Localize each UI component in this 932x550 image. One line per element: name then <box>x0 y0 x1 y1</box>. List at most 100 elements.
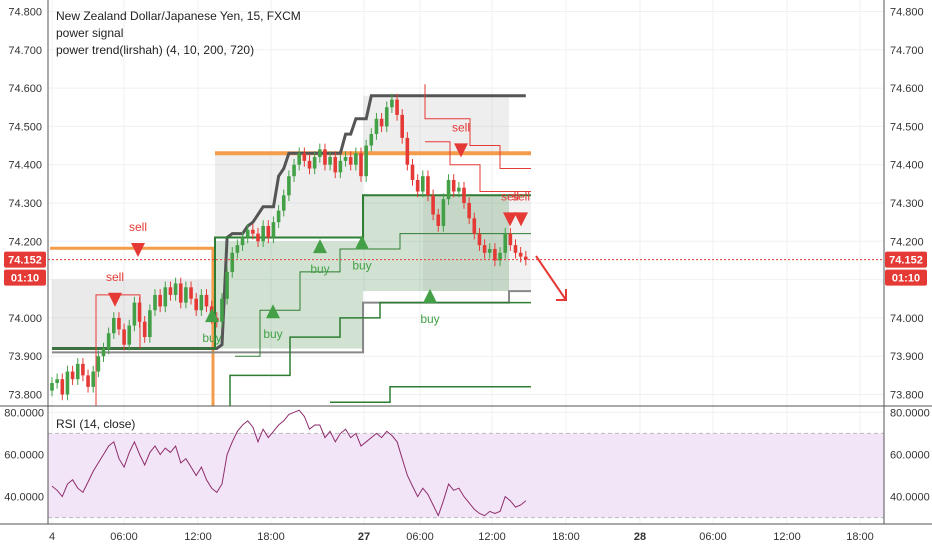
candle-body <box>271 222 276 238</box>
candle-body <box>122 329 126 345</box>
x-tick: 12:00 <box>773 531 801 543</box>
sell-marker <box>108 292 122 307</box>
x-tick: 12:00 <box>184 531 212 543</box>
candle-body <box>60 379 65 395</box>
candle-body <box>235 245 240 253</box>
candle-body <box>477 233 482 246</box>
zone-layer <box>48 95 884 519</box>
candle-body <box>251 229 255 234</box>
sell-label: sell <box>512 189 530 203</box>
candle-body <box>328 157 332 165</box>
candle-body <box>487 248 492 253</box>
candle-body <box>518 252 523 257</box>
support-step-1 <box>229 301 531 406</box>
candle-body <box>421 176 425 192</box>
buy-label: buy <box>263 327 282 341</box>
candle-body <box>431 195 435 215</box>
candle-body <box>467 203 471 219</box>
candle-body <box>117 317 121 330</box>
candle-body <box>307 160 312 169</box>
candle-body <box>297 153 301 165</box>
candle-body <box>199 294 204 311</box>
y-tick-right: 74.500 <box>890 121 924 133</box>
indicator-power-signal[interactable]: power signal <box>56 26 124 40</box>
y-tick-right: 73.800 <box>890 390 924 402</box>
candle-body <box>524 256 528 260</box>
x-tick: 06:00 <box>406 531 434 543</box>
x-tick: 28 <box>634 531 646 543</box>
rsi-line <box>51 409 527 517</box>
candle-body <box>513 245 518 253</box>
candle-body <box>261 225 265 242</box>
rsi-legend[interactable]: RSI (14, close) <box>56 417 136 431</box>
candle-body <box>225 271 229 299</box>
rsi-tick-left: 60.0000 <box>4 449 44 461</box>
sell-marker <box>454 143 468 158</box>
y-tick-right: 74.800 <box>890 6 924 18</box>
candle-body <box>276 210 281 223</box>
candle-body <box>178 283 183 303</box>
y-tick-left: 74.600 <box>8 83 42 95</box>
x-tick: 27 <box>358 531 370 543</box>
resistance-red-3 <box>425 141 531 192</box>
bull-zone-1 <box>215 241 363 349</box>
countdown-text-right: 01:10 <box>892 273 920 285</box>
candle-body <box>91 371 95 387</box>
sell-label: sell <box>452 120 470 134</box>
countdown-badge-left <box>4 269 46 286</box>
y-tick-left: 74.500 <box>8 121 42 133</box>
y-tick-left: 73.800 <box>8 390 42 402</box>
buy-marker <box>423 288 437 303</box>
symbol-title[interactable]: New Zealand Dollar/Japanese Yen, 15, FXC… <box>56 9 301 23</box>
indicator-power-trend[interactable]: power trend(lirshah) (4, 10, 200, 720) <box>56 43 255 57</box>
candle-body <box>230 252 235 272</box>
buy-marker <box>313 239 327 254</box>
candle-body <box>457 187 461 192</box>
y-tick-right: 74.300 <box>890 198 924 210</box>
candle-body <box>132 302 137 326</box>
y-tick-left: 74.200 <box>8 236 42 248</box>
candle-body <box>70 371 75 380</box>
candle-body <box>318 149 322 158</box>
buy-marker <box>355 235 369 250</box>
x-tick: 18:00 <box>257 531 285 543</box>
candle-body <box>106 333 111 349</box>
sell-label: sell <box>106 270 124 284</box>
x-tick: 12:00 <box>478 531 506 543</box>
y-tick-left: 74.800 <box>8 6 42 18</box>
bear-zone-4 <box>423 195 531 292</box>
candle-body <box>503 233 507 253</box>
candle-body <box>472 218 477 234</box>
y-tick-right: 74.000 <box>890 313 924 325</box>
candle-body <box>50 383 54 391</box>
candle-body <box>462 187 466 203</box>
price-badge-text-left: 74.152 <box>8 255 42 267</box>
rsi-tick-right: 40.0000 <box>890 492 930 504</box>
price-badge-text-right: 74.152 <box>889 255 923 267</box>
candle-body <box>240 237 245 246</box>
candle-body <box>189 287 193 299</box>
bear-band-bottom <box>52 290 531 354</box>
candle-body <box>256 233 260 242</box>
sell-marker <box>131 242 145 257</box>
candle-body <box>451 180 456 192</box>
buy-label: buy <box>420 312 439 326</box>
y-tick-left: 74.300 <box>8 198 42 210</box>
candle-body <box>86 375 90 387</box>
candle-body <box>426 176 430 196</box>
price-badge-left <box>4 251 46 268</box>
rsi-tick-right: 60.0000 <box>890 449 930 461</box>
candle-body <box>184 287 188 303</box>
buy-label: buy <box>202 331 221 345</box>
candle-body <box>446 180 451 200</box>
candle-body <box>343 157 348 161</box>
candle-body <box>333 157 338 173</box>
candle-body <box>245 229 250 238</box>
candle-body <box>400 114 404 138</box>
candle-body <box>302 153 307 161</box>
candle-body <box>379 118 384 127</box>
